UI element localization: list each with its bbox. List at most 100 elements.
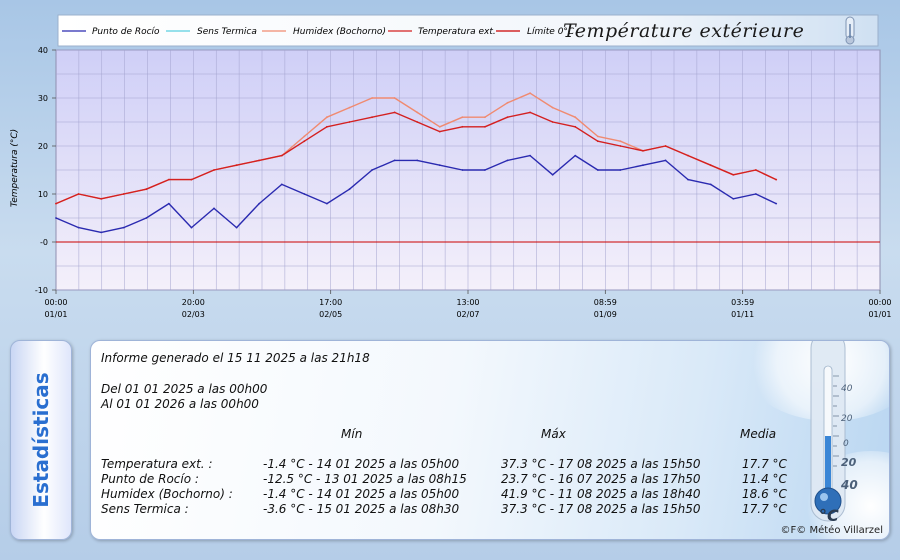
data-point (371, 169, 373, 171)
data-point (326, 125, 328, 128)
data-point (461, 169, 464, 171)
legend-limit-label: Límite 0°C (527, 27, 575, 37)
thermometer-illustration: 40 20 0 20 40 °C (810, 341, 858, 525)
data-point (303, 135, 306, 138)
data-point (416, 121, 419, 123)
thermo-ticks (833, 375, 839, 467)
data-point (461, 125, 464, 128)
row-max: 23.7 °C - 16 07 2025 a las 17h50 (501, 472, 701, 486)
col-header-max: Máx (541, 427, 566, 441)
data-point (596, 169, 599, 171)
data-point (506, 159, 509, 162)
data-point (100, 231, 103, 234)
data-point (551, 106, 554, 109)
data-point (754, 169, 757, 171)
data-point (393, 97, 396, 99)
y-tick-label: -0 (40, 238, 48, 247)
data-point (303, 193, 306, 195)
data-point (348, 188, 351, 191)
data-point (326, 202, 328, 205)
data-point (732, 173, 735, 176)
x-tick-date: 01/01 (44, 310, 67, 319)
report-generated: Informe generado el 15 11 2025 a las 21h… (101, 351, 370, 365)
data-point (213, 169, 215, 171)
chart-title: Température extérieure (563, 20, 804, 42)
row-min: -12.5 °C - 13 01 2025 a las 08h15 (263, 472, 467, 486)
data-point (484, 169, 486, 171)
data-point (619, 145, 622, 147)
thermo-scale-0: 0 (843, 439, 849, 449)
data-point (438, 164, 441, 167)
data-point (709, 183, 712, 186)
data-point (506, 101, 509, 104)
x-tick-date: 02/05 (319, 310, 342, 319)
row-min: -1.4 °C - 14 01 2025 a las 05h00 (263, 457, 460, 471)
data-point (235, 164, 238, 167)
data-point (687, 178, 690, 181)
data-point (574, 154, 577, 157)
legend-box (57, 14, 879, 47)
col-header-avg: Media (740, 427, 777, 441)
data-point (551, 173, 554, 176)
thermo-scale-40b: 40 (840, 478, 858, 492)
x-tick-date: 01/09 (594, 310, 617, 319)
data-point (348, 121, 351, 123)
data-point (55, 217, 57, 219)
x-tick-date: 01/11 (731, 310, 754, 319)
row-max: 41.9 °C - 11 08 2025 a las 18h40 (501, 487, 701, 501)
data-point (77, 226, 80, 229)
data-point (461, 116, 464, 119)
data-point (348, 106, 351, 109)
data-point (687, 154, 690, 157)
stats-side-label: Estadísticas (29, 372, 53, 508)
legend: Punto de Rocío Sens Termica Humidex (Boc… (57, 14, 879, 47)
temperature-chart: 40 30 20 10 -0 -10 00:00 01/01 20:00 02/03 17:00 02… (10, 14, 892, 319)
thermo-unit: °C (819, 506, 839, 525)
data-point (77, 193, 80, 195)
data-point (416, 111, 419, 114)
row-min: -3.6 °C - 15 01 2025 a las 08h30 (263, 502, 460, 516)
data-point (190, 178, 193, 181)
x-tick-date: 01/01 (868, 310, 891, 319)
data-point (122, 226, 125, 229)
stats-side-tab: Estadísticas (10, 340, 72, 540)
data-point (326, 116, 328, 119)
thermo-scale-20a: 20 (841, 414, 853, 424)
row-label: Humidex (Bochorno) : (101, 487, 233, 501)
y-tick-label: 10 (38, 190, 48, 199)
copyright-text: ©F© Météo Villarzel (780, 525, 883, 536)
data-point (416, 159, 419, 162)
data-point (167, 202, 170, 205)
data-point (55, 202, 57, 205)
data-point (642, 164, 644, 167)
data-point (303, 140, 306, 143)
x-tick-time: 00:00 (44, 298, 67, 307)
data-point (709, 164, 712, 167)
data-point (574, 125, 577, 128)
row-label: Temperatura ext. : (101, 457, 213, 471)
data-point (619, 169, 622, 171)
data-point (438, 125, 441, 128)
data-point (664, 159, 667, 162)
data-point (484, 116, 486, 119)
x-tick-time: 08:59 (594, 298, 617, 307)
legend-dew-label: Punto de Rocío (92, 27, 160, 37)
data-point (664, 145, 667, 147)
data-point (732, 197, 735, 200)
stats-panel: 40 20 0 20 40 °C Informe generado el 15 … (90, 340, 890, 540)
data-point (190, 226, 193, 229)
data-point (280, 154, 283, 157)
x-tick-time: 20:00 (182, 298, 205, 307)
row-min: -1.4 °C - 14 01 2025 a las 05h00 (263, 487, 460, 501)
row-avg: 17.7 °C (742, 457, 787, 471)
data-point (596, 140, 599, 143)
data-point (574, 116, 577, 119)
data-point (775, 202, 778, 205)
row-avg: 17.7 °C (742, 502, 787, 516)
period-to: Al 01 01 2026 a las 00h00 (101, 397, 259, 411)
series-layer (55, 92, 880, 243)
legend-temp-label: Temperatura ext. (418, 27, 496, 37)
data-point (145, 188, 148, 191)
col-header-min: Mín (341, 427, 363, 441)
thermo-scale-40a: 40 (841, 384, 853, 394)
